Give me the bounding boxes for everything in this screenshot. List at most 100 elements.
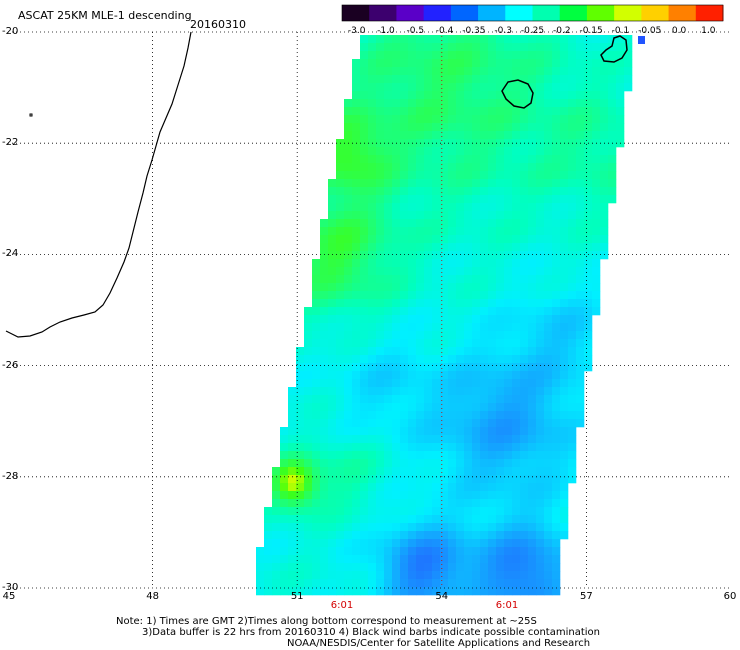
swath-cell — [576, 83, 585, 92]
swath-cell — [568, 267, 577, 276]
swath-cell — [472, 555, 481, 564]
swath-cell — [448, 571, 457, 580]
swath-cell — [400, 547, 409, 556]
swath-cell — [536, 531, 545, 540]
swath-cell — [512, 147, 521, 156]
swath-cell — [344, 179, 353, 188]
swath-cell — [320, 467, 329, 476]
swath-cell — [512, 227, 521, 236]
swath-cell — [544, 307, 553, 316]
swath-cell — [400, 203, 409, 212]
swath-cell — [392, 571, 401, 580]
swath-cell — [568, 411, 577, 420]
swath-cell — [408, 51, 417, 60]
swath-cell — [376, 51, 385, 60]
swath-cell — [520, 123, 529, 132]
swath-cell — [480, 179, 489, 188]
swath-cell — [432, 67, 441, 76]
swath-cell — [456, 163, 465, 172]
swath-cell — [488, 299, 497, 308]
swath-cell — [352, 267, 361, 276]
swath-cell — [568, 355, 577, 364]
swath-cell — [416, 379, 425, 388]
swath-cell — [464, 107, 473, 116]
swath-cell — [288, 579, 297, 588]
swath-cell — [528, 195, 537, 204]
swath-cell — [496, 467, 505, 476]
swath-cell — [360, 99, 369, 108]
colorbar-segment — [586, 5, 615, 21]
swath-cell — [432, 91, 441, 100]
swath-cell — [408, 579, 417, 588]
swath-cell — [416, 147, 425, 156]
swath-cell — [448, 67, 457, 76]
swath-cell — [600, 51, 609, 60]
swath-cell — [416, 491, 425, 500]
swath-cell — [408, 91, 417, 100]
swath-cell — [400, 515, 409, 524]
swath-cell — [384, 531, 393, 540]
swath-cell — [336, 211, 345, 220]
swath-cell — [512, 283, 521, 292]
swath-cell — [600, 163, 609, 172]
swath-cell — [512, 507, 521, 516]
swath-cell — [544, 507, 553, 516]
swath-cell — [560, 427, 569, 436]
swath-cell — [256, 547, 265, 556]
swath-cell — [560, 227, 569, 236]
swath-cell — [408, 379, 417, 388]
swath-cell — [344, 195, 353, 204]
swath-cell — [536, 91, 545, 100]
swath-cell — [352, 427, 361, 436]
swath-cell — [608, 51, 617, 60]
swath-cell — [408, 491, 417, 500]
swath-cell — [448, 195, 457, 204]
swath-cell — [352, 147, 361, 156]
swath-cell — [504, 227, 513, 236]
swath-cell — [496, 443, 505, 452]
swath-cell — [304, 371, 313, 380]
swath-cell — [488, 123, 497, 132]
swath-cell — [392, 531, 401, 540]
swath-cell — [544, 267, 553, 276]
swath-cell — [488, 251, 497, 260]
swath-cell — [432, 427, 441, 436]
swath-cell — [464, 331, 473, 340]
swath-cell — [416, 35, 425, 44]
swath-cell — [568, 75, 577, 84]
swath-cell — [392, 131, 401, 140]
swath-cell — [512, 275, 521, 284]
swath-cell — [480, 315, 489, 324]
swath-cell — [424, 531, 433, 540]
swath-cell — [456, 539, 465, 548]
swath-cell — [504, 219, 513, 228]
swath-cell — [496, 555, 505, 564]
swath-cell — [488, 483, 497, 492]
swath-cell — [400, 211, 409, 220]
swath-cell — [400, 331, 409, 340]
swath-cell — [584, 155, 593, 164]
swath-cell — [288, 427, 297, 436]
swath-cell — [512, 131, 521, 140]
swath-cell — [320, 459, 329, 468]
swath-cell — [360, 523, 369, 532]
swath-cell — [488, 147, 497, 156]
swath-cell — [464, 539, 473, 548]
swath-cell — [312, 499, 321, 508]
swath-cell — [544, 435, 553, 444]
swath-cell — [336, 435, 345, 444]
swath-cell — [464, 523, 473, 532]
swath-cell — [560, 123, 569, 132]
swath-cell — [456, 547, 465, 556]
colorbar-tick: -0.2 — [553, 26, 571, 36]
swath-cell — [528, 531, 537, 540]
swath-cell — [400, 43, 409, 52]
swath-cell — [528, 267, 537, 276]
swath-cell — [552, 523, 561, 532]
swath-cell — [376, 203, 385, 212]
swath-cell — [480, 547, 489, 556]
swath-cell — [312, 283, 321, 292]
swath-cell — [504, 531, 513, 540]
swath-cell — [536, 579, 545, 588]
